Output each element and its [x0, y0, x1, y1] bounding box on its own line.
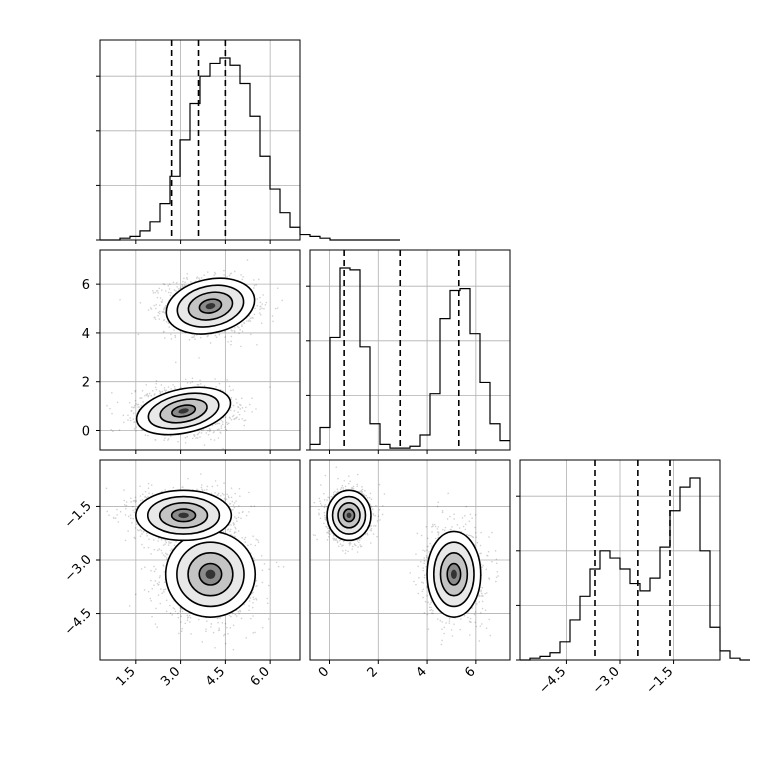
- hist-step-1: [310, 267, 510, 449]
- y-tick-label: 4: [82, 327, 90, 342]
- x-axis-0: 1.5 3.0 4.5 6.0: [113, 660, 273, 689]
- scatter-panel-2-0: [99, 459, 301, 661]
- x-tick-label: 6.0: [248, 664, 273, 689]
- x-tick-label: −4.5: [536, 664, 569, 697]
- density-cluster-0: [426, 530, 482, 618]
- density-cluster-1: [135, 489, 233, 542]
- panel-frame: [309, 459, 511, 661]
- grid: [100, 40, 300, 240]
- x-axis-2: −4.5 −3.0 −1.5: [536, 660, 676, 697]
- scatter-panel-2-1: [309, 459, 511, 661]
- density-cluster-1: [135, 386, 232, 436]
- x-tick-label: 3.0: [158, 664, 183, 689]
- hist-panel-2: [516, 459, 750, 661]
- x-tick-label: −3.0: [590, 664, 623, 697]
- density-cluster-0: [164, 530, 257, 618]
- y-tick-label: 0: [82, 424, 90, 439]
- x-tick-label: 0: [316, 664, 332, 680]
- y-tick-label: −4.5: [62, 606, 95, 639]
- density-cluster-0: [165, 277, 256, 335]
- y-tick-label: 2: [82, 376, 90, 391]
- y-axis-1: 0 2 4 6: [82, 278, 100, 439]
- hist-panel-0: [96, 39, 400, 241]
- panel-frame: [309, 249, 511, 451]
- y-tick-label: −3.0: [62, 552, 95, 585]
- x-axis-1: 0 2 4 6: [316, 660, 479, 681]
- x-tick-label: 4.5: [203, 664, 228, 689]
- density-cluster-1: [326, 489, 372, 542]
- hist-step-0: [100, 57, 400, 241]
- x-tick-label: 1.5: [113, 664, 138, 689]
- x-tick-label: 6: [462, 664, 478, 680]
- x-tick-label: 4: [413, 664, 429, 680]
- hist-panel-1: [306, 249, 511, 451]
- hist-step-2: [520, 477, 750, 661]
- scatter-panel-1-0: [99, 249, 301, 451]
- x-tick-label: −1.5: [643, 664, 676, 697]
- y-axis-2: −1.5 −3.0 −4.5: [62, 499, 100, 639]
- y-tick-label: −1.5: [62, 499, 95, 532]
- panel-frame: [99, 249, 301, 451]
- y-tick-label: 6: [82, 278, 90, 293]
- panel-frame: [99, 39, 301, 241]
- x-tick-label: 2: [365, 664, 381, 680]
